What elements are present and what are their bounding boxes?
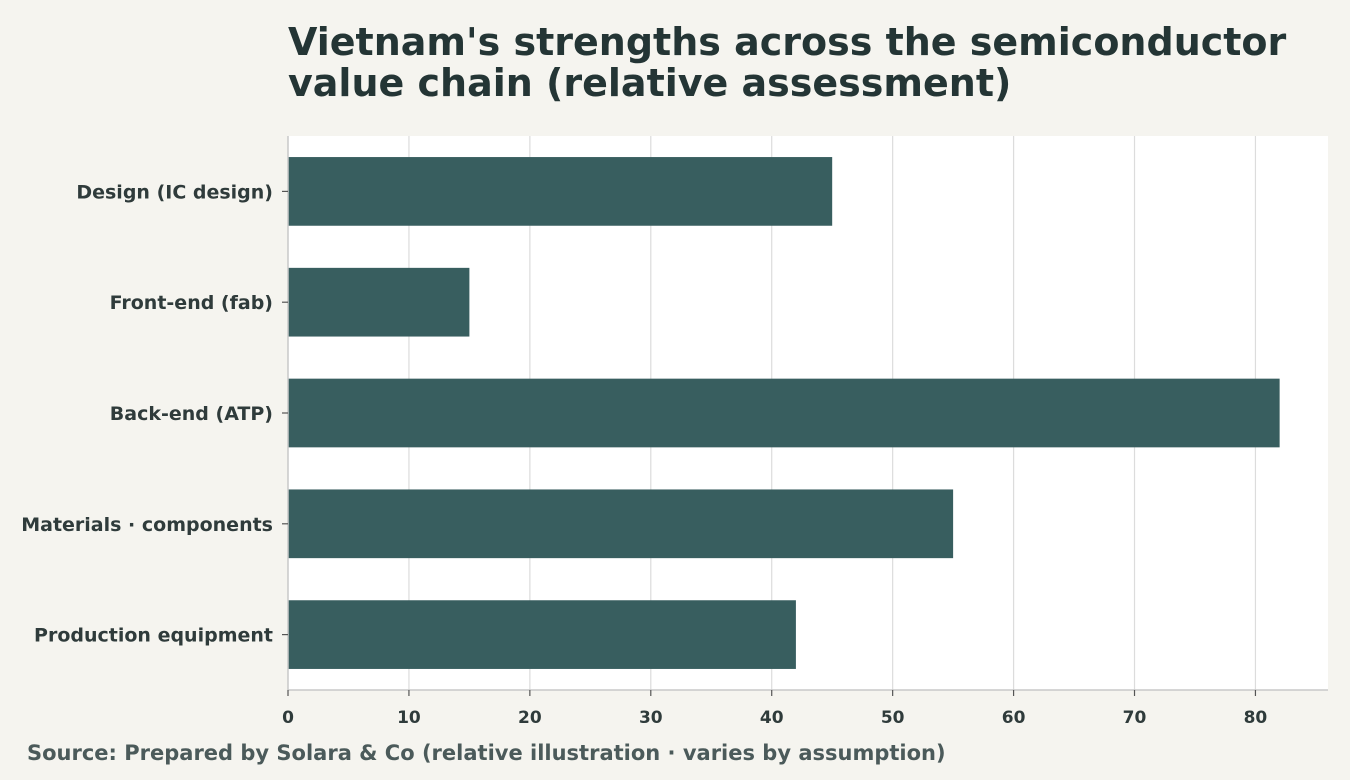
bar	[288, 157, 833, 226]
x-tick-label: 80	[1244, 708, 1268, 728]
source-note: Source: Prepared by Solara & Co (relativ…	[27, 741, 946, 765]
x-tick-label: 0	[282, 708, 294, 728]
x-ticks: 0 10 20 30 40 50 60 70 80	[282, 690, 1267, 728]
chart-title: Vietnam's strengths across the semicondu…	[288, 20, 1287, 105]
bar	[288, 489, 954, 559]
x-tick-label: 30	[639, 708, 663, 728]
bars	[288, 157, 1280, 669]
category-label: Design (IC design)	[76, 181, 273, 203]
category-label: Back-end (ATP)	[110, 403, 273, 425]
x-tick-label: 50	[881, 708, 905, 728]
y-labels: Design (IC design) Front-end (fab) Back-en…	[21, 181, 288, 647]
x-tick-label: 70	[1123, 708, 1147, 728]
x-tick-label: 40	[760, 708, 784, 728]
category-label: Production equipment	[34, 625, 273, 647]
bar	[288, 600, 796, 669]
x-tick-label: 60	[1002, 708, 1026, 728]
bar	[288, 267, 470, 337]
x-tick-label: 10	[397, 708, 421, 728]
category-label: Materials · components	[21, 514, 273, 536]
bar	[288, 378, 1280, 448]
x-tick-label: 20	[518, 708, 542, 728]
category-label: Front-end (fab)	[110, 292, 273, 314]
